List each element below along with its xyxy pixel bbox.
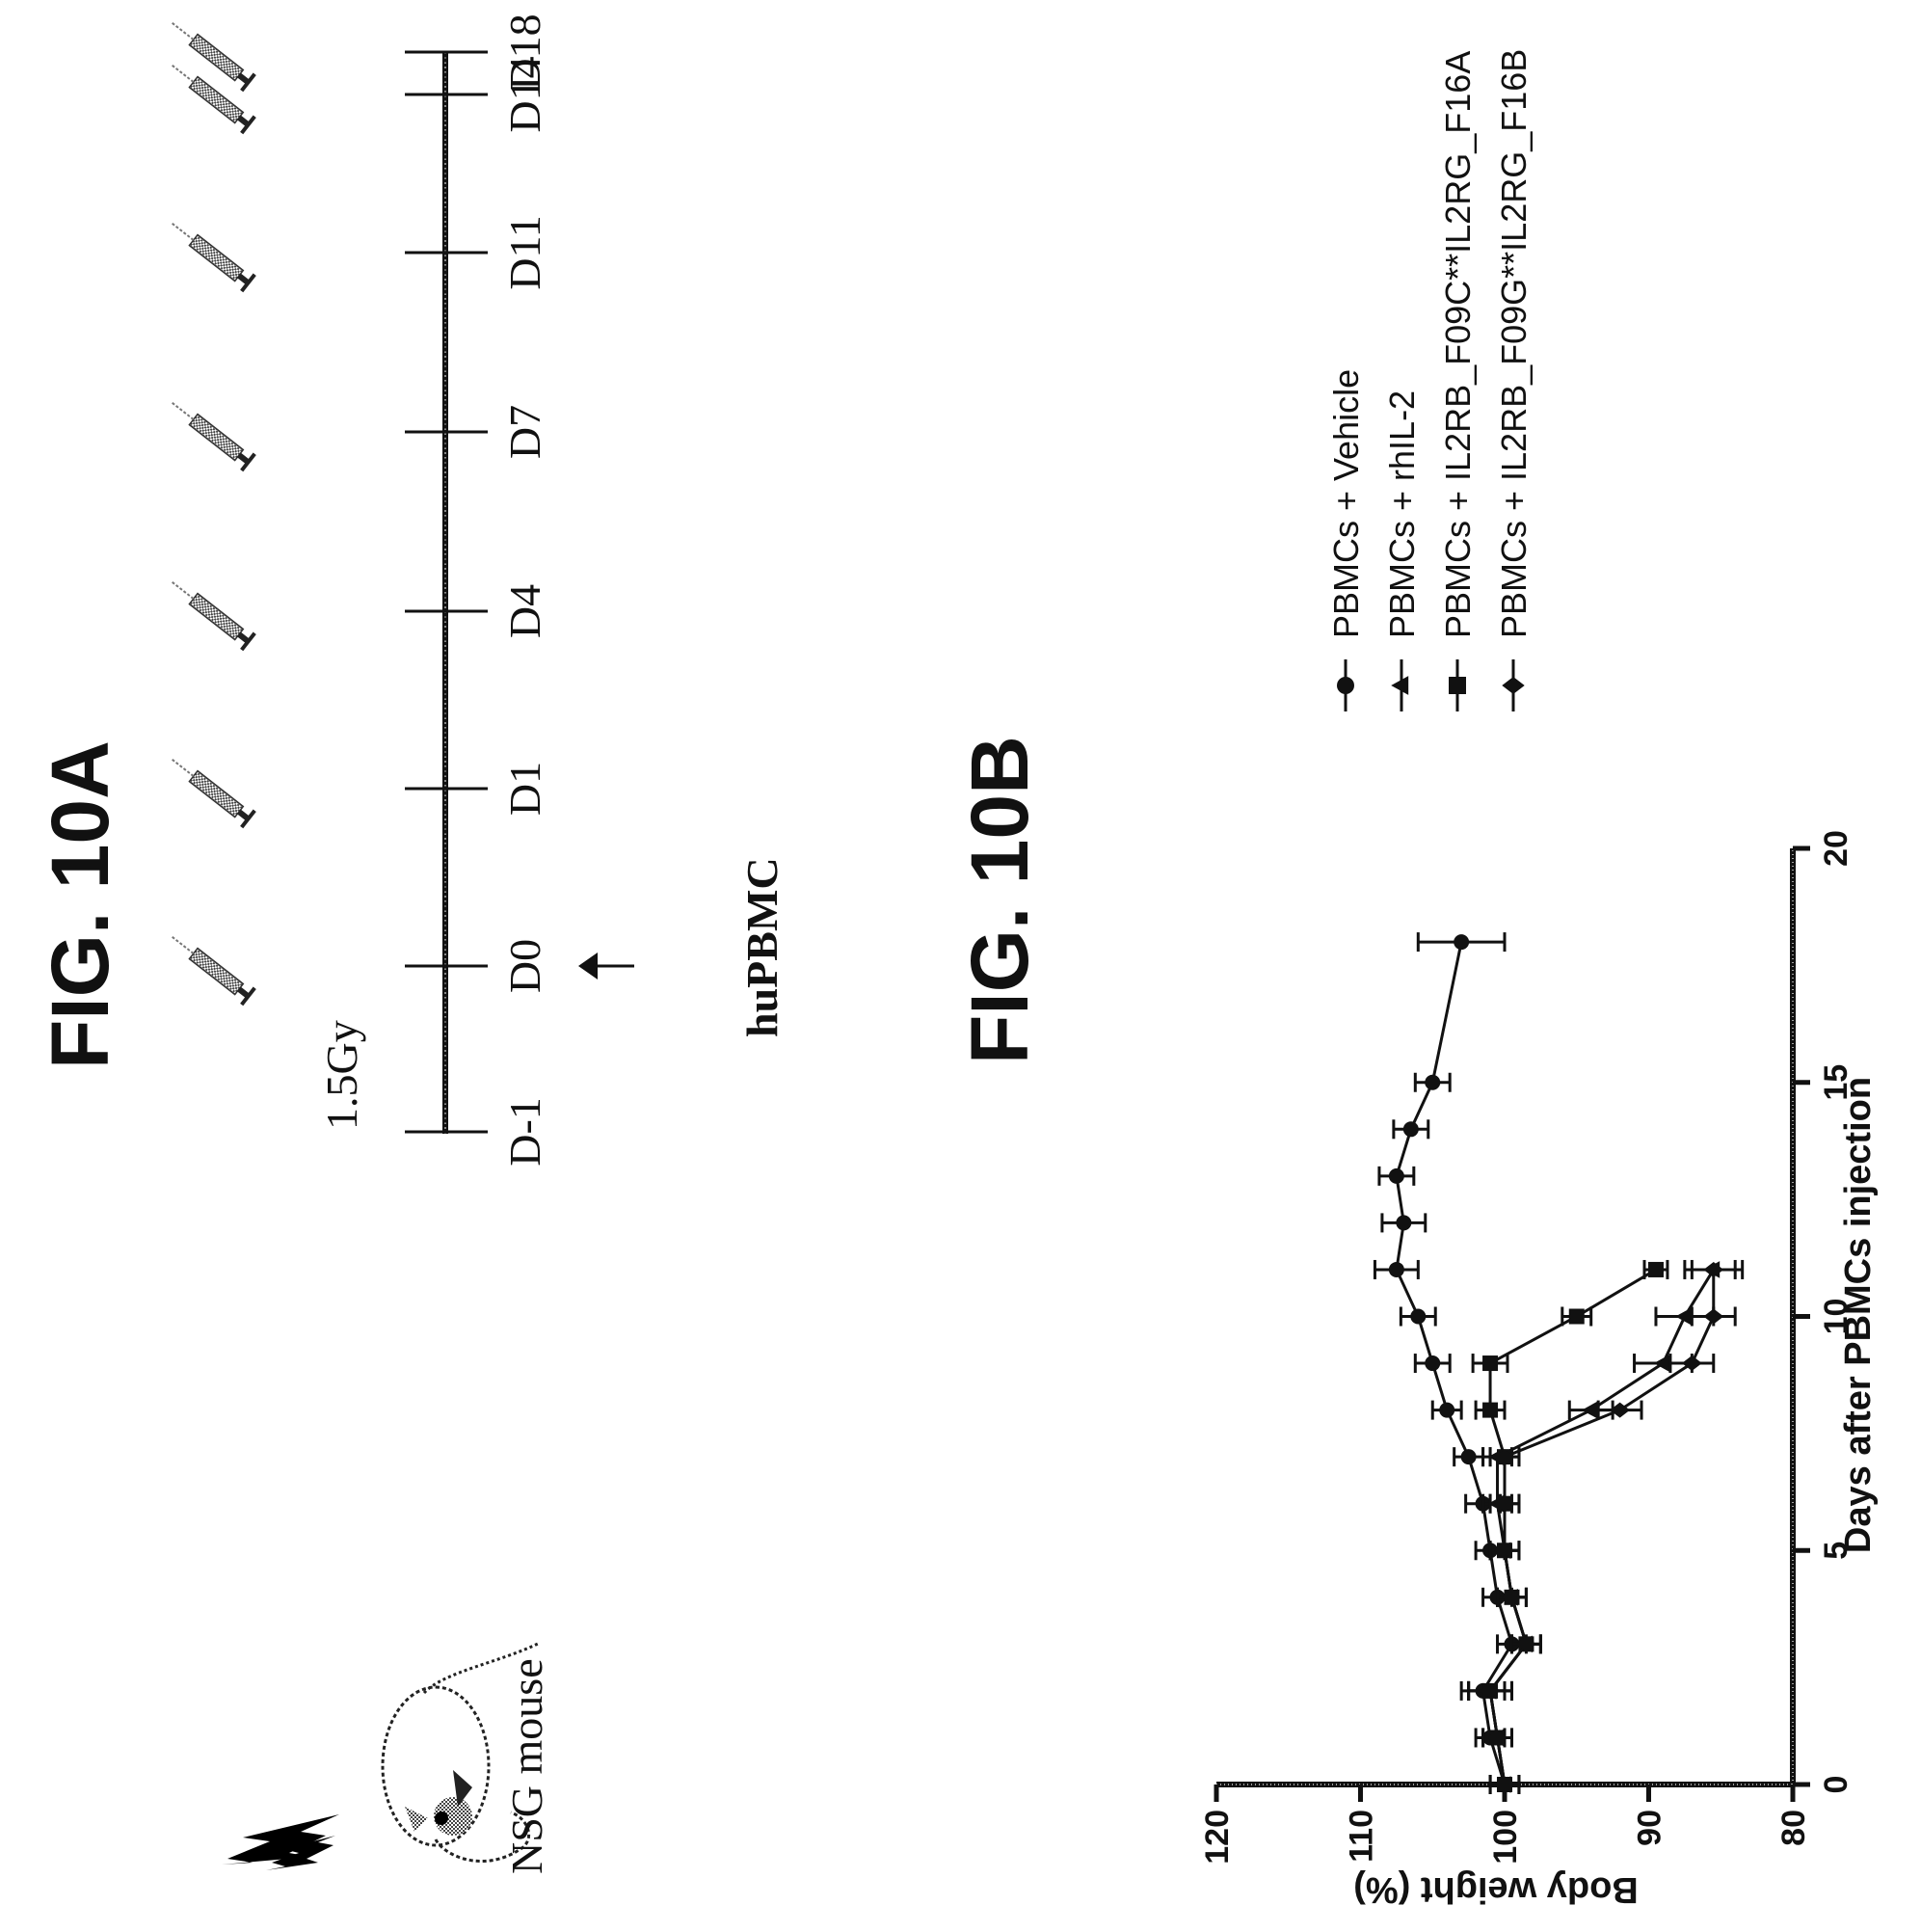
syringe-icon <box>172 223 256 293</box>
day-label: D18 <box>500 13 549 90</box>
chart-legend: PBMCs + Vehicle PBMCs + rhIL-2 PBMCs + IL2… <box>1326 49 1534 711</box>
series-3 <box>1467 1259 1669 1794</box>
irradiation-label: 1.5Gy <box>317 1020 366 1130</box>
x-axis-title: Days after PBMCs injection <box>1838 1077 1879 1553</box>
data-point <box>1482 1355 1499 1372</box>
legend-label: PBMCs + IL2RB_F09C**IL2RG_F16A <box>1438 51 1478 638</box>
data-point <box>1425 1074 1441 1090</box>
data-point <box>1582 1401 1598 1419</box>
syringe-icon <box>172 65 256 135</box>
y-ticks: 80 90 100 110 120 <box>1199 1784 1812 1865</box>
series-line <box>1488 1268 1657 1785</box>
data-point <box>1647 1261 1664 1277</box>
series-4 <box>1467 1259 1737 1794</box>
legend-marker <box>1502 677 1525 694</box>
data-point <box>1653 1355 1669 1372</box>
data-point <box>1502 1589 1522 1605</box>
x-tick-label: 15 <box>1818 1064 1854 1101</box>
x-ticks: 0 5 10 15 20 <box>1793 830 1854 1793</box>
data-point <box>1439 1402 1455 1418</box>
lightning-icon <box>222 1814 339 1870</box>
day-label: D4 <box>500 584 549 638</box>
figure-10a: FIG. 10A NSG mouse 1.5Gy huPBMC <box>35 13 787 1874</box>
series-layer <box>1373 932 1745 1794</box>
data-point <box>1494 1777 1515 1792</box>
legend-marker <box>1337 677 1354 694</box>
data-point <box>1494 1449 1515 1465</box>
y-tick-label: 100 <box>1487 1810 1524 1865</box>
legend-item: PBMCs + rhIL-2 <box>1382 390 1422 711</box>
x-tick-label: 10 <box>1818 1299 1854 1335</box>
data-point <box>1396 1215 1412 1231</box>
data-point <box>1454 934 1470 951</box>
legend-label: PBMCs + rhIL-2 <box>1382 390 1422 638</box>
x-tick-label: 20 <box>1818 830 1854 867</box>
data-point <box>1482 1402 1499 1418</box>
body-weight-chart: 80 90 100 110 120 0 5 10 15 20 Days after PBMCs … <box>1199 49 1879 1910</box>
data-point <box>1703 1261 1724 1277</box>
legend-label: PBMCs + IL2RB_F09G**IL2RG_F16B <box>1494 49 1534 638</box>
x-tick-label: 5 <box>1818 1542 1854 1560</box>
data-point <box>1388 1261 1404 1277</box>
day-label: D11 <box>500 215 549 290</box>
timeline-ticks <box>405 50 488 1134</box>
data-point <box>1681 1355 1702 1372</box>
data-point <box>1494 1543 1515 1559</box>
syringe-icon <box>172 581 256 652</box>
data-point <box>1460 1449 1477 1465</box>
data-point <box>1402 1121 1419 1138</box>
data-point <box>1410 1308 1427 1325</box>
legend-item: PBMCs + IL2RB_F09G**IL2RG_F16B <box>1494 49 1534 711</box>
day-label: D0 <box>500 939 549 993</box>
day-label: D-1 <box>500 1097 549 1167</box>
data-point <box>1388 1167 1404 1184</box>
y-tick-label: 110 <box>1344 1810 1380 1863</box>
cell-injection-label: huPBMC <box>737 857 787 1037</box>
series-line <box>1488 1269 1716 1785</box>
data-point <box>1568 1308 1585 1325</box>
series-line <box>1488 1269 1716 1785</box>
y-tick-label: 80 <box>1775 1810 1812 1846</box>
data-point <box>1487 1730 1507 1746</box>
syringe-icon <box>172 402 256 472</box>
mouse-icon <box>381 1641 541 1864</box>
figure-10b: FIG. 10B 80 90 100 110 120 0 5 10 15 20 Days aft… <box>954 49 1879 1910</box>
legend-label: PBMCs + Vehicle <box>1326 369 1366 638</box>
figure-10b-title: FIG. 10B <box>954 736 1045 1064</box>
legend-item: PBMCs + IL2RB_F09C**IL2RG_F16A <box>1438 51 1478 711</box>
data-point <box>1675 1307 1692 1326</box>
data-point <box>1703 1308 1724 1325</box>
figure-10a-title: FIG. 10A <box>35 740 125 1069</box>
day-label: D7 <box>500 405 549 459</box>
syringe-icon <box>172 22 256 93</box>
data-point <box>1610 1402 1630 1418</box>
x-tick-label: 0 <box>1818 1776 1854 1794</box>
day-label: D1 <box>500 762 549 816</box>
legend-marker <box>1391 676 1409 695</box>
y-tick-label: 120 <box>1199 1810 1236 1865</box>
y-axis-title: Body weight (%) <box>1353 1869 1639 1910</box>
mouse-label: NSG mouse <box>502 1658 551 1874</box>
legend-item: PBMCs + Vehicle <box>1326 369 1366 711</box>
syringe-icons <box>172 22 256 1006</box>
syringe-icon <box>172 759 256 829</box>
syringe-icon <box>172 936 256 1006</box>
arrow-icon <box>578 953 634 979</box>
legend-marker <box>1449 677 1466 694</box>
data-point <box>1425 1355 1441 1372</box>
y-tick-label: 90 <box>1632 1810 1668 1846</box>
day-label: D14 <box>500 56 549 132</box>
